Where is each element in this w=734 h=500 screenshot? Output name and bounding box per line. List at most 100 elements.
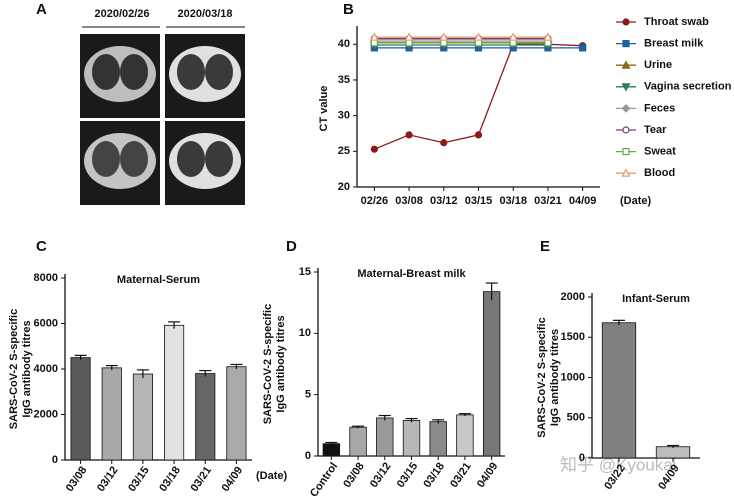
legend-label: Feces [644,102,675,114]
y-tick-label: 10 [299,327,311,339]
bar [601,322,637,459]
y-tick-label: 15 [299,266,311,278]
y-axis-label: SARS-CoV-2 S-specific [536,317,548,437]
x-tick-label: 04/09 [569,195,597,207]
marker [622,126,630,134]
ct-lung [92,54,120,90]
ct-lung [120,54,148,90]
x-tick-label: 03/12 [368,461,394,490]
x-tick-label: 03/21 [188,465,214,494]
y-tick-label: 35 [338,74,350,86]
x-tick-label: 03/18 [421,461,447,490]
marker [474,39,483,47]
chart-title: Maternal-Breast milk [357,268,466,280]
ct-lung [205,141,233,177]
y-tick-label: 5 [305,389,311,401]
bar [655,446,691,459]
marker [622,18,630,26]
marker [621,60,631,69]
bar [70,357,91,461]
y-tick-label: 1500 [561,331,585,343]
x-tick-label: 03/15 [395,461,421,490]
y-axis-label: IgG antibody titres [21,320,33,417]
bar [456,414,474,457]
marker [579,44,587,52]
legend-label: Vagina secretion [644,81,732,93]
marker [508,32,518,41]
bar [164,324,185,461]
x-tick-label: 03/08 [395,195,423,207]
x-tick-label: 03/15 [465,195,493,207]
y-tick-label: 2000 [561,291,585,303]
x-tick-label: 02/26 [361,195,389,207]
y-axis-label: CT value [318,86,330,132]
legend-label: Urine [644,59,672,71]
watermark: 知乎 @Kyoukai [560,455,676,474]
marker [621,168,631,177]
marker [622,148,630,156]
legend-label: Blood [644,167,675,179]
ct-lung [120,141,148,177]
x-tick-label: 04/09 [475,461,501,490]
y-tick-label: 4000 [34,363,58,375]
panel-letter: E [540,238,550,255]
panel-letter: A [36,1,47,18]
chart-title: Infant-Serum [622,293,690,305]
legend-label: Breast milk [644,38,704,50]
bar [429,421,447,457]
marker [440,139,448,147]
marker [369,32,379,41]
chart-title: Maternal-Serum [117,274,200,286]
bar [349,426,367,457]
marker [543,32,553,41]
bar [482,291,501,457]
panel-letter: B [343,1,354,18]
y-tick-label: 0 [305,450,311,462]
marker [370,39,378,47]
y-tick-label: 30 [338,110,350,122]
ct-lung [177,141,205,177]
x-tick-label: 03/08 [64,465,90,494]
y-axis-label: SARS-CoV-2 S-specific [262,304,274,424]
ct-lung [205,54,233,90]
marker [473,32,484,41]
image-date: 2020/03/18 [177,8,232,20]
y-tick-label: 500 [567,412,585,424]
y-tick-label: 1000 [561,371,585,383]
marker [405,39,413,47]
x-tick-label: 03/08 [341,461,367,490]
ct-images [80,34,245,205]
y-axis-label: SARS-CoV-2 S-specific [8,309,20,429]
marker [621,83,631,92]
marker [404,32,414,41]
marker [439,32,449,41]
bar [132,373,153,461]
bar [322,443,341,457]
marker [474,131,483,139]
panel-letter: D [286,238,297,255]
y-tick-label: 25 [338,145,350,157]
x-tick-label: 03/21 [448,461,474,490]
y-tick-label: 6000 [34,317,58,329]
y-tick-label: 40 [338,38,350,50]
ct-lung [92,141,120,177]
y-axis-label: IgG antibody titres [275,315,287,412]
x-tick-label: 03/15 [126,465,152,494]
bar [226,366,247,461]
x-tick-label: 03/18 [157,465,183,494]
bar [402,420,421,457]
x-tick-label: Control [308,461,340,500]
x-tick-label: 03/18 [499,195,527,207]
legend-label: Tear [644,124,667,136]
marker [621,104,631,113]
y-tick-label: 0 [579,452,585,464]
marker [622,39,630,48]
x-axis-label: (Date) [620,195,652,207]
marker [405,131,413,139]
bar [195,373,216,461]
x-tick-label: 03/12 [95,465,121,494]
marker [544,39,552,47]
y-tick-label: 2000 [34,408,58,420]
y-axis-label: IgG antibody titres [549,329,561,426]
